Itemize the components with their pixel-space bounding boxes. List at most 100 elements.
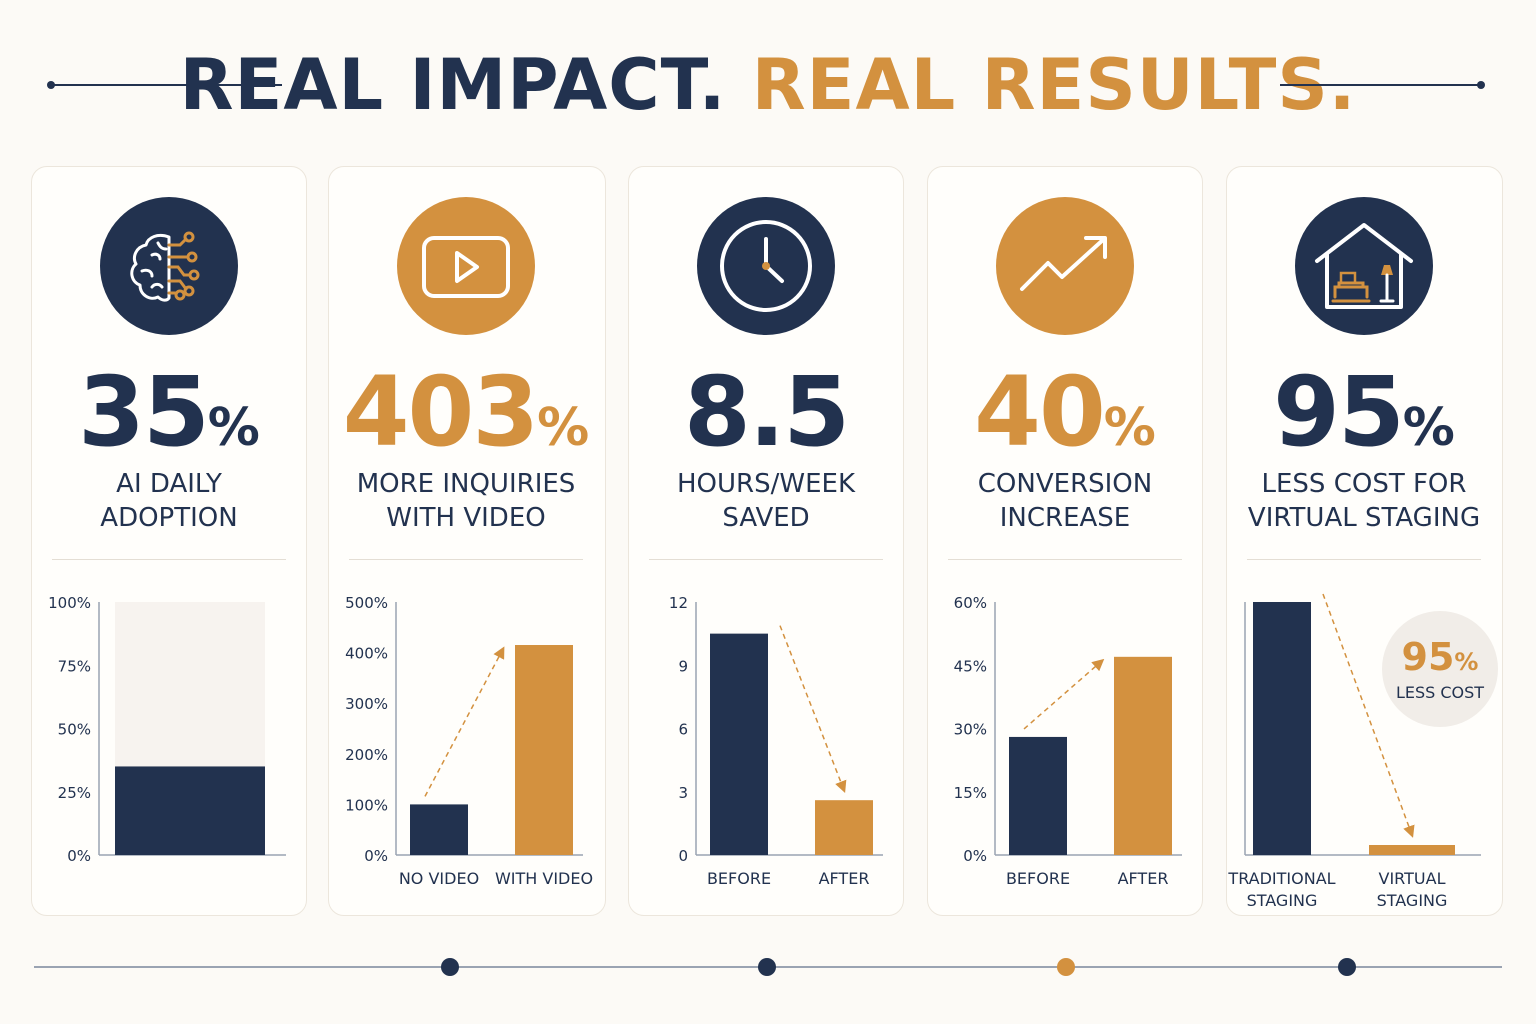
trend-arrow	[779, 625, 847, 793]
y-tick-label: 0%	[963, 847, 987, 865]
stat-value: 8.5	[629, 357, 903, 483]
stat-unit: %	[1402, 398, 1455, 458]
stat-label-line: INCREASE	[999, 503, 1131, 533]
stat-label-line: HOURS/WEEK	[677, 469, 855, 499]
stat-value: 95%	[1227, 357, 1501, 483]
separator	[1247, 559, 1481, 560]
savings-badge: 95% LESS COST	[1382, 611, 1498, 727]
title-part-1: REAL IMPACT.	[179, 44, 727, 126]
bar	[515, 645, 573, 855]
trend-arrow	[1023, 658, 1105, 730]
stat-label-line: VIRTUAL STAGING	[1247, 503, 1481, 533]
y-tick-label: 9	[678, 657, 688, 675]
bar	[710, 633, 768, 855]
stat-card: 95% LESS COST FOR VIRTUAL STAGING TRADITI…	[1226, 166, 1503, 916]
title-part-2: REAL RESULTS.	[751, 44, 1357, 126]
progress-dot	[1338, 958, 1356, 976]
stat-label: CONVERSION INCREASE	[938, 467, 1192, 535]
y-tick-label: 0%	[67, 847, 91, 865]
badge-unit: %	[1454, 648, 1479, 676]
stat-number: 95	[1273, 356, 1405, 468]
trend-arrow	[424, 646, 505, 797]
stat-card: 403% MORE INQUIRIES WITH VIDEO 0% 100% 200%…	[328, 166, 606, 916]
stat-value: 40%	[928, 357, 1202, 483]
x-tick-label: AFTER	[1118, 869, 1169, 888]
stat-unit: %	[207, 398, 260, 458]
y-tick-label: 75%	[58, 657, 91, 675]
title-decor-right	[1280, 81, 1485, 89]
stat-label-line: LESS COST FOR	[1261, 469, 1467, 499]
stat-label: MORE INQUIRIES WITH VIDEO	[339, 467, 593, 535]
bar	[1114, 656, 1172, 855]
y-tick-label: 30%	[954, 721, 987, 739]
clock-icon	[697, 197, 835, 335]
progress-dot-active	[1057, 958, 1075, 976]
bar-chart: 0% 25% 50% 75% 100%	[48, 594, 286, 865]
stat-label-line: ADOPTION	[100, 503, 238, 533]
brain-circuit-icon	[100, 197, 238, 335]
y-tick-label: 50%	[58, 721, 91, 739]
y-tick-label: 0%	[364, 847, 388, 865]
trend-arrow	[1322, 593, 1415, 838]
stat-unit: %	[537, 398, 590, 458]
x-tick-label: STAGING	[1247, 891, 1318, 910]
progress-dot	[441, 958, 459, 976]
stat-number: 8.5	[683, 356, 850, 468]
bar	[815, 800, 873, 855]
stat-label-line: MORE INQUIRIES	[356, 469, 576, 499]
x-tick-label: NO VIDEO	[399, 869, 479, 888]
trend-up-icon	[996, 197, 1134, 335]
y-tick-label: 400%	[345, 645, 388, 663]
separator	[649, 559, 883, 560]
video-play-icon	[397, 197, 535, 335]
y-tick-label: 12	[669, 594, 688, 612]
house-staging-icon	[1295, 197, 1433, 335]
separator	[52, 559, 286, 560]
y-tick-label: 3	[678, 784, 688, 802]
stat-number: 35	[78, 356, 210, 468]
bar	[115, 766, 265, 855]
y-tick-label: 60%	[954, 594, 987, 612]
stat-label: HOURS/WEEK SAVED	[639, 467, 893, 535]
badge-label: LESS COST	[1395, 683, 1485, 702]
badge-number: 95	[1401, 635, 1455, 679]
progress-dot	[758, 958, 776, 976]
stat-label-line: CONVERSION	[977, 469, 1153, 499]
x-tick-label: STAGING	[1377, 891, 1448, 910]
x-tick-label: BEFORE	[707, 869, 771, 888]
stat-card: 35% AI DAILY ADOPTION 0% 25% 50% 75% 100%	[31, 166, 307, 916]
stat-card: 40% CONVERSION INCREASE 0% 15% 30% 45% 60% BEF…	[927, 166, 1203, 916]
bar	[1369, 845, 1455, 855]
title-decor-left	[47, 81, 282, 89]
bar	[1009, 736, 1067, 855]
x-tick-label: BEFORE	[1006, 869, 1070, 888]
page-title: REAL IMPACT. REAL RESULTS.	[0, 40, 1536, 130]
y-tick-label: 45%	[954, 657, 987, 675]
separator	[349, 559, 583, 560]
bar	[1253, 602, 1311, 855]
stat-label: AI DAILY ADOPTION	[42, 467, 296, 535]
badge-value: 95%	[1382, 635, 1498, 684]
x-tick-label: AFTER	[819, 869, 870, 888]
stat-label-line: WITH VIDEO	[386, 503, 546, 533]
y-tick-label: 500%	[345, 594, 388, 612]
y-tick-label: 100%	[48, 594, 91, 612]
bar	[410, 804, 468, 855]
stat-value: 35%	[32, 357, 306, 483]
stat-value: 403%	[329, 357, 603, 483]
y-tick-label: 200%	[345, 746, 388, 764]
y-tick-label: 300%	[345, 695, 388, 713]
stat-label-line: AI DAILY	[116, 469, 222, 499]
y-tick-label: 100%	[345, 796, 388, 814]
stat-label: LESS COST FOR VIRTUAL STAGING	[1237, 467, 1491, 535]
separator	[948, 559, 1182, 560]
x-tick-label: WITH VIDEO	[495, 869, 593, 888]
y-tick-label: 6	[678, 721, 688, 739]
bar-chart: 0% 15% 30% 45% 60% BEFORE AFTER	[954, 594, 1182, 888]
bar-chart: 0 3 6 9 12 BEFORE AFTER	[669, 594, 883, 888]
stat-card: 8.5 HOURS/WEEK SAVED 0 3 6 9 12 BEFORE AFTER	[628, 166, 904, 916]
y-tick-label: 15%	[954, 784, 987, 802]
y-tick-label: 0	[678, 847, 688, 865]
header: REAL IMPACT. REAL RESULTS.	[0, 40, 1536, 130]
stat-number: 403	[342, 356, 539, 468]
